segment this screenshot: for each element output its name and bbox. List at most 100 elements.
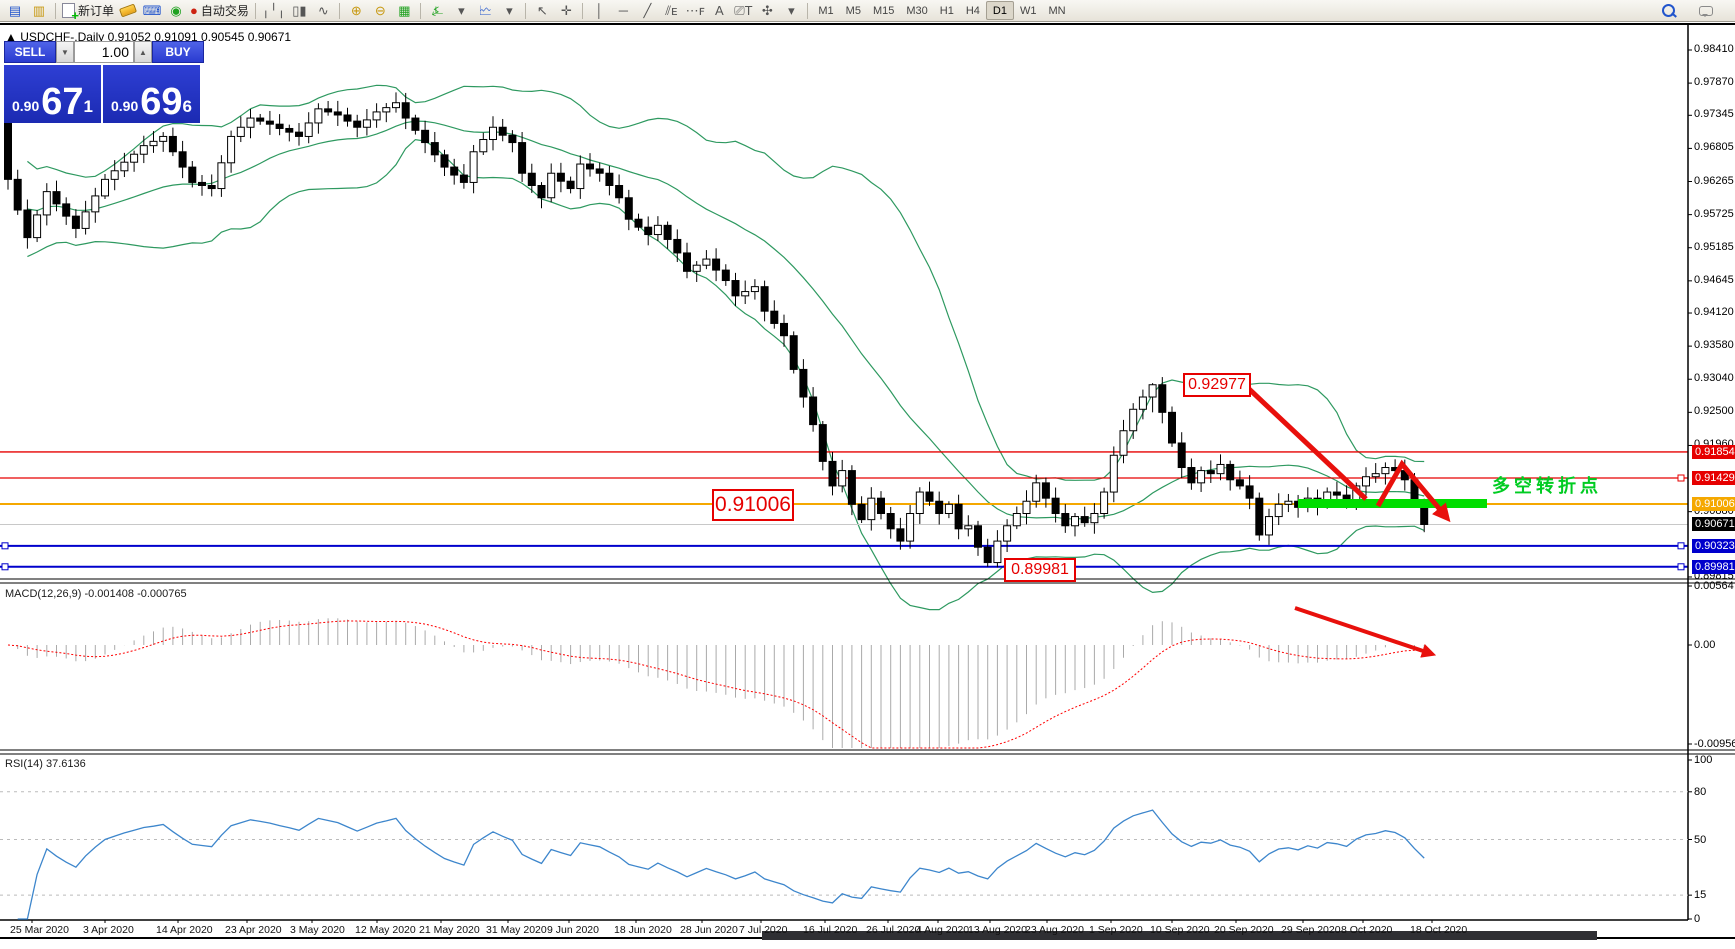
new-order-button-label: 新订单 bbox=[78, 4, 115, 18]
profiles-icon[interactable]: ▥ bbox=[27, 2, 51, 20]
date-tick-label: 29 Sep 2020 bbox=[1281, 924, 1341, 936]
date-tick-label: 20 Sep 2020 bbox=[1214, 924, 1274, 936]
volume-decrement-button[interactable]: ▼ bbox=[56, 41, 74, 63]
macd-axis-tick: -0.009565 bbox=[1694, 738, 1735, 750]
indicators-icon[interactable]: ⍼ bbox=[425, 2, 449, 20]
vline-icon[interactable]: │ bbox=[587, 2, 611, 20]
sell-price-prefix: 0.90 bbox=[12, 98, 40, 114]
textlabel-icon[interactable]: ⎚T bbox=[731, 2, 755, 20]
date-tick-label: 28 Jun 2020 bbox=[680, 924, 738, 936]
crosshair-icon[interactable]: ✛ bbox=[554, 2, 578, 20]
buy-price-prefix: 0.90 bbox=[111, 98, 139, 114]
rsi-label: RSI(14) 37.6136 bbox=[5, 758, 86, 770]
trendline-icon[interactable]: ╱ bbox=[635, 2, 659, 20]
turning-point-annotation[interactable]: 多空转折点 bbox=[1492, 476, 1602, 496]
signals-icon[interactable]: ◉ bbox=[164, 2, 188, 20]
new-order-button[interactable]: 新订单 bbox=[60, 2, 116, 23]
zoom-out-icon: ⊖ bbox=[374, 3, 386, 18]
symbol-ohlc-text: USDCHF-,Daily 0.91052 0.91091 0.90545 0.… bbox=[20, 30, 292, 44]
price-tick: 0.92500 bbox=[1694, 405, 1734, 418]
chart-window: ▲ USDCHF-,Daily 0.91052 0.91091 0.90545 … bbox=[0, 23, 1735, 941]
price-tick: 0.95725 bbox=[1694, 207, 1734, 220]
price-tick: 0.94120 bbox=[1694, 306, 1734, 319]
price-tick: 0.93580 bbox=[1694, 339, 1734, 352]
rsi-axis-tick: 100 bbox=[1694, 754, 1713, 766]
volume-input[interactable]: 1.00 bbox=[74, 41, 134, 63]
shapes-icon: ✣ bbox=[761, 3, 773, 18]
shapes-icon[interactable]: ✣ bbox=[755, 2, 779, 20]
indicators-dropdown[interactable]: ▾ bbox=[449, 2, 473, 20]
metaeditor-icon[interactable]: ⌨ bbox=[140, 2, 164, 20]
timeframe-m5-button[interactable]: M5 bbox=[845, 4, 861, 17]
line-chart-icon[interactable]: ∿ bbox=[311, 2, 335, 20]
cursor-icon: ↖ bbox=[536, 3, 548, 18]
macd-axis-tick: 0.00 bbox=[1694, 639, 1716, 651]
horizontal-scrollbar-thumb[interactable] bbox=[762, 931, 1597, 940]
chart-canvas[interactable] bbox=[0, 25, 1735, 941]
toolbar-separator bbox=[582, 2, 584, 19]
price-tick: 0.97345 bbox=[1694, 108, 1734, 121]
date-tick-label: 9 Jun 2020 bbox=[547, 924, 599, 936]
templates-icon: 🗠 bbox=[478, 3, 492, 18]
tile-windows-icon[interactable]: ▦ bbox=[392, 2, 416, 20]
fibonacci-icon[interactable]: ⋯ꜰ bbox=[683, 2, 707, 20]
sell-button[interactable]: SELL bbox=[4, 41, 56, 63]
price-badge: 0.91854 bbox=[1692, 444, 1735, 459]
timeframe-w1-button[interactable]: W1 bbox=[1019, 4, 1037, 17]
bar-chart-icon[interactable]: ╷╵╷ bbox=[260, 2, 287, 20]
zoom-out-icon[interactable]: ⊖ bbox=[368, 2, 392, 20]
hline-icon[interactable]: ─ bbox=[611, 2, 635, 20]
date-tick-label: 25 Mar 2020 bbox=[10, 924, 69, 936]
trendline-icon: ╱ bbox=[643, 3, 652, 18]
price-tick: 0.96805 bbox=[1694, 141, 1734, 154]
timeframe-m15-button[interactable]: M15 bbox=[872, 4, 895, 17]
timeframe-h4-button[interactable]: H4 bbox=[965, 4, 980, 17]
date-tick-label: 18 Jun 2020 bbox=[614, 924, 672, 936]
low-price-label[interactable]: 0.89981 bbox=[1004, 558, 1076, 582]
shapes-dropdown[interactable]: ▾ bbox=[779, 2, 803, 20]
buy-price[interactable]: 0.90 69 6 bbox=[103, 65, 200, 123]
date-tick-label: 26 Jul 2020 bbox=[866, 924, 921, 936]
fibonacci-icon: ⋯ꜰ bbox=[685, 3, 706, 18]
sell-price-pip: 1 bbox=[83, 97, 93, 116]
search-icon[interactable] bbox=[1656, 2, 1680, 20]
collapse-icon[interactable]: ▲ bbox=[5, 30, 17, 44]
rsi-axis-tick: 80 bbox=[1694, 785, 1707, 798]
date-tick-label: 23 Aug 2020 bbox=[1025, 924, 1084, 936]
cursor-icon[interactable]: ↖ bbox=[530, 2, 554, 20]
timeframe-mn-button[interactable]: MN bbox=[1048, 4, 1066, 17]
buy-button[interactable]: BUY bbox=[152, 41, 204, 63]
buy-price-pip: 6 bbox=[182, 97, 192, 116]
text-icon[interactable]: A bbox=[707, 2, 731, 20]
new-order-button bbox=[62, 3, 79, 23]
templates-dropdown: ▾ bbox=[506, 3, 513, 18]
price-tick: 0.94645 bbox=[1694, 273, 1734, 286]
new-chart-icon[interactable]: ▤ bbox=[3, 2, 27, 20]
toolbar-separator bbox=[420, 2, 422, 19]
volume-increment-button[interactable]: ▲ bbox=[134, 41, 152, 63]
timeframe-h1-button[interactable]: H1 bbox=[939, 4, 954, 17]
price-tick: 0.97870 bbox=[1694, 76, 1734, 89]
date-tick-label: 18 Oct 2020 bbox=[1410, 924, 1468, 936]
templates-dropdown[interactable]: ▾ bbox=[497, 2, 521, 20]
community-icon[interactable] bbox=[1694, 2, 1718, 20]
support-price-label[interactable]: 0.91006 bbox=[712, 489, 794, 521]
channel-icon[interactable]: ⫽ᴇ bbox=[659, 2, 683, 20]
crosshair-icon: ✛ bbox=[560, 3, 572, 18]
sell-price[interactable]: 0.90 67 1 bbox=[4, 65, 101, 123]
rsi-axis-tick: 50 bbox=[1694, 833, 1707, 846]
price-tick: 0.93040 bbox=[1694, 372, 1734, 385]
rsi-axis-tick: 0 bbox=[1694, 913, 1701, 925]
timeframe-m30-button[interactable]: M30 bbox=[906, 4, 928, 17]
crayon-icon[interactable] bbox=[116, 2, 140, 20]
new-chart-icon: ▤ bbox=[8, 3, 22, 18]
zoom-in-icon[interactable]: ⊕ bbox=[344, 2, 368, 20]
autotrade-button: ● bbox=[190, 3, 198, 18]
candle-chart-icon[interactable]: ▯▮ bbox=[287, 2, 311, 20]
timeframe-m1-button[interactable]: M1 bbox=[818, 4, 834, 17]
templates-icon[interactable]: 🗠 bbox=[473, 2, 497, 20]
autotrade-button[interactable]: ● 自动交易 bbox=[188, 2, 251, 20]
peak-price-label[interactable]: 0.92977 bbox=[1183, 373, 1251, 397]
timeframe-d1-button[interactable]: D1 bbox=[985, 1, 1014, 20]
